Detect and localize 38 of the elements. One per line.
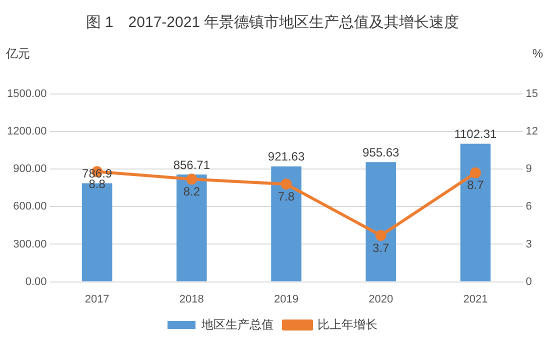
y2-tick-label: 15 [526,88,538,100]
x-tick-label: 2017 [84,293,110,306]
data-label: 8.2 [183,184,200,198]
y2-tick-label: 3 [526,238,532,250]
y2-axis-title: % [532,46,544,60]
y2-tick-label: 6 [526,200,532,213]
data-label: 955.63 [362,145,400,160]
point [186,174,198,185]
data-label: 7.8 [278,189,295,204]
chart-title: 图 1 2017-2021 年景德镇市地区生产总值及其增长速度 [86,14,460,32]
x-tick-label: 2018 [179,293,204,306]
y-axis-title: 亿元 [5,46,30,60]
bar [460,144,491,282]
y-tick-label: 300.00 [13,238,47,250]
legend-label: 比上年增长 [318,317,378,332]
bar [366,162,396,282]
legend-label: 地区生产总值 [200,317,274,332]
bar [271,166,302,282]
data-label: 1102.31 [454,127,498,142]
point [375,230,386,241]
data-label: 3.7 [372,240,390,255]
bar [176,174,207,282]
point [280,178,292,190]
data-label: 921.63 [268,150,305,164]
x-tick-label: 2021 [463,293,488,306]
data-label: 8.7 [467,178,484,192]
y2-tick-label: 9 [526,163,532,176]
x-tick-label: 2019 [274,293,299,306]
x-tick-label: 2020 [368,293,394,306]
y2-tick-label: 12 [526,126,538,138]
y-tick-label: 600.00 [13,200,47,213]
point [470,167,481,178]
y-tick-label: 0.00 [25,276,47,288]
data-label: 856.71 [173,158,210,172]
y2-tick-label: 0 [526,276,532,288]
y-tick-label: 1200.00 [6,126,47,138]
y-tick-label: 900.00 [13,163,47,176]
y-tick-label: 1500.00 [6,88,47,100]
